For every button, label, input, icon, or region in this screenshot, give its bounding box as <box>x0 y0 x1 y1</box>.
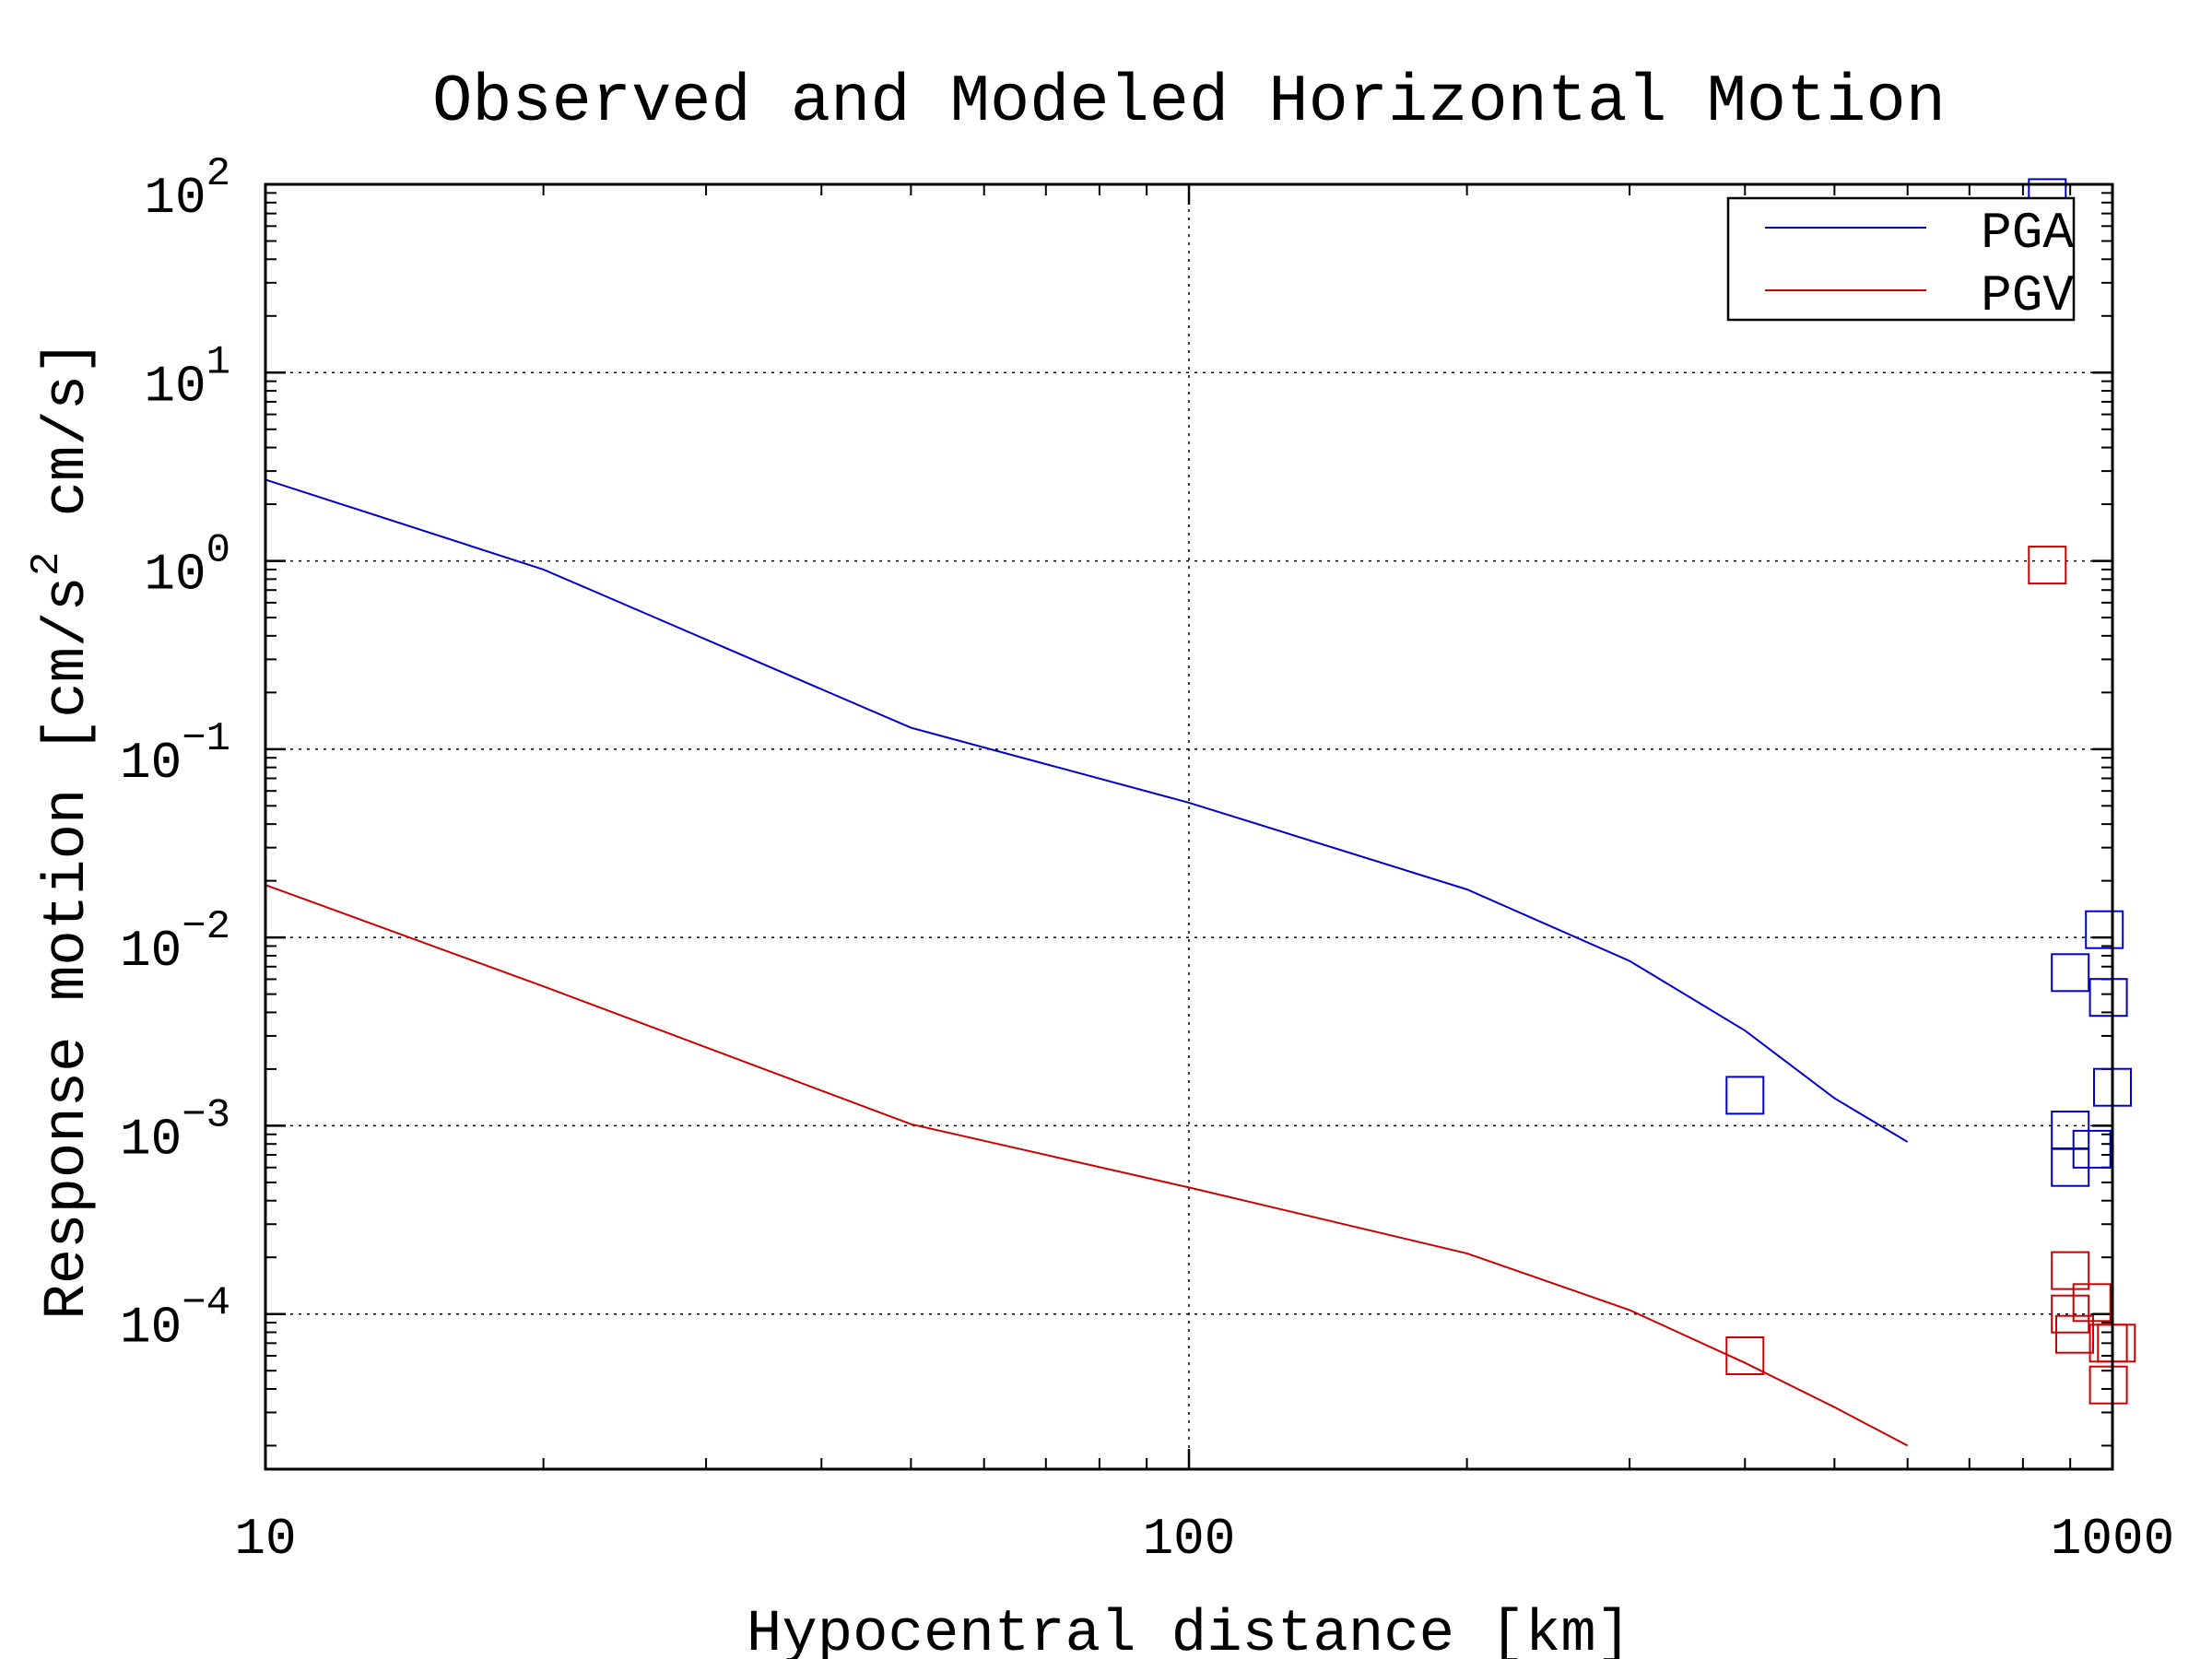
y-tick-labels: 102 101 100 10−1 10−2 10−3 10−4 <box>120 151 230 1358</box>
observed-marker-pgv <box>2051 1251 2090 1290</box>
observed-marker-pga <box>2085 910 2124 949</box>
y-axis-label-main: Response motion [cm/s <box>35 576 101 1320</box>
series-layer <box>265 178 2136 1447</box>
x-tick-label: 10 <box>234 1510 296 1569</box>
legend-label-pga: PGA <box>1981 204 2074 263</box>
grid <box>265 184 2112 1469</box>
y-tick-label: 10−2 <box>120 904 230 981</box>
series-line-pgv <box>265 884 1909 1447</box>
y-tick-label: 10−1 <box>120 716 230 793</box>
plot-frame <box>264 182 2114 1471</box>
y-tick-label: 101 <box>144 339 230 416</box>
legend-box <box>1726 196 2076 322</box>
legend-label-pgv: PGV <box>1981 266 2074 325</box>
y-tick-label: 10−4 <box>120 1281 230 1358</box>
chart-title: Observed and Modeled Horizontal Motion <box>432 65 1946 140</box>
observed-marker-pga <box>2072 1129 2112 1169</box>
observed-marker-pga <box>2051 953 2090 993</box>
observed-marker-pgv <box>2097 1324 2136 1363</box>
x-axis-label: Hypocentral distance [km] <box>747 1602 1631 1659</box>
observed-marker-pgv <box>2088 1365 2128 1405</box>
y-tick-label: 10−3 <box>120 1092 230 1169</box>
observed-marker-pgv <box>1725 1336 1765 1375</box>
x-tick-labels: 10 100 1000 <box>234 1510 2174 1569</box>
y-axis-label-tail: cm/s] <box>35 339 101 551</box>
legend: PGA PGV <box>1726 196 2076 325</box>
observed-marker-pgv <box>2028 546 2067 585</box>
x-tick-label: 1000 <box>2051 1510 2174 1569</box>
observed-marker-pga <box>2088 978 2128 1018</box>
y-tick-label: 100 <box>144 528 230 605</box>
y-axis-label: Response motion [cm/s2 cm/s] <box>24 339 101 1319</box>
observed-marker-pga <box>1725 1076 1765 1115</box>
observed-marker-pgv <box>2055 1314 2094 1354</box>
observed-marker-pgv <box>2072 1283 2112 1323</box>
observed-marker-pgv <box>2051 1294 2090 1334</box>
series-line-pga <box>265 478 1909 1143</box>
x-tick-label: 100 <box>1143 1510 1236 1569</box>
plot-area <box>264 178 2136 1471</box>
y-tick-label: 102 <box>144 151 230 228</box>
y-axis-label-sup: 2 <box>24 552 70 576</box>
